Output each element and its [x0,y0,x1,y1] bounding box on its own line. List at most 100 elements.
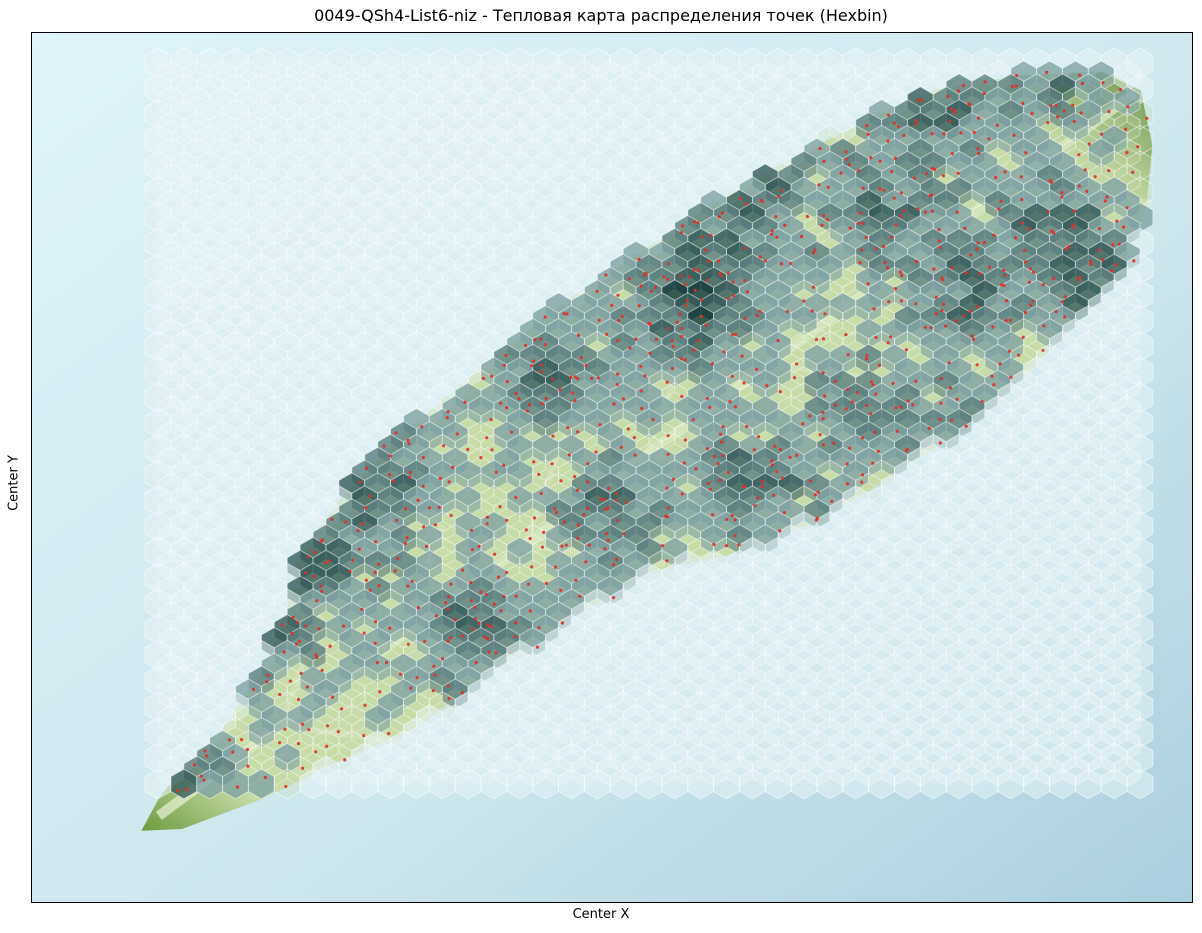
data-point [847,163,851,167]
data-point [683,303,688,307]
data-point [795,453,799,457]
data-point [575,430,580,434]
data-point [932,267,936,271]
data-point [203,749,207,753]
data-point [1077,153,1081,157]
data-point [502,363,506,367]
data-point [582,513,586,517]
data-point [808,414,812,418]
data-point [982,240,987,245]
data-point [1007,349,1012,353]
data-point [487,650,491,654]
data-point [193,763,197,767]
data-point [566,426,570,430]
data-point [544,397,548,401]
data-point [453,618,457,622]
data-point [304,571,308,575]
data-point [313,550,317,555]
data-point [874,247,878,251]
data-point [295,642,299,646]
data-point [1019,175,1023,179]
data-point [914,259,919,264]
data-point [899,299,904,303]
data-point [1054,103,1058,108]
data-point [855,391,859,395]
data-point [848,226,852,230]
data-point [710,362,715,366]
data-point [706,481,710,485]
data-point [861,186,865,190]
data-point [1024,151,1028,155]
data-point [886,341,890,345]
data-point [1021,335,1025,339]
data-point [634,337,638,341]
data-point [666,452,670,456]
data-point [1118,88,1123,92]
data-point [877,363,882,367]
data-point [625,500,629,504]
data-point [341,624,346,628]
data-point [1087,142,1091,146]
data-point [911,403,915,407]
data-point [865,353,869,358]
data-point [606,538,610,543]
data-point [315,655,319,660]
data-point [705,396,709,400]
data-point [934,295,938,299]
data-point [778,390,782,394]
data-point [848,446,852,450]
data-point [890,169,894,174]
data-point [839,171,843,175]
data-point [998,362,1002,366]
data-point [950,266,954,270]
data-point [864,357,869,361]
data-point [938,417,942,421]
data-point [866,282,870,286]
data-point [892,121,896,125]
data-point [818,147,822,151]
data-point [573,375,577,379]
data-point [818,433,822,437]
data-point [666,326,670,330]
data-point [666,434,670,438]
data-point [906,399,910,403]
data-point [820,223,824,227]
data-point [942,132,946,136]
data-point [685,299,689,303]
data-point [822,214,826,218]
data-point [615,498,619,502]
data-point [899,405,903,409]
data-point [755,367,759,371]
data-point [1056,115,1060,119]
data-point [498,505,502,509]
data-point [466,447,470,452]
data-point [953,110,957,114]
data-point [708,487,713,491]
data-point [866,132,870,136]
data-point [679,335,684,339]
data-point [1060,191,1064,195]
data-point [493,552,497,556]
data-point [1014,84,1018,88]
data-point [728,400,732,404]
data-point [821,443,826,447]
data-point [1111,243,1115,247]
data-point [978,272,982,276]
data-point [737,543,741,547]
data-point [883,260,887,264]
data-point [850,400,854,404]
data-point [983,80,987,84]
data-point [999,199,1003,203]
data-point [680,357,684,361]
data-point [938,246,942,250]
data-point [844,407,848,411]
data-point [514,594,518,598]
data-point [578,594,582,598]
data-point [705,278,710,282]
data-point [1136,145,1140,149]
data-point [665,486,669,490]
data-point [722,350,726,354]
data-point [743,246,747,250]
data-point [612,402,616,406]
data-point [1099,132,1104,136]
